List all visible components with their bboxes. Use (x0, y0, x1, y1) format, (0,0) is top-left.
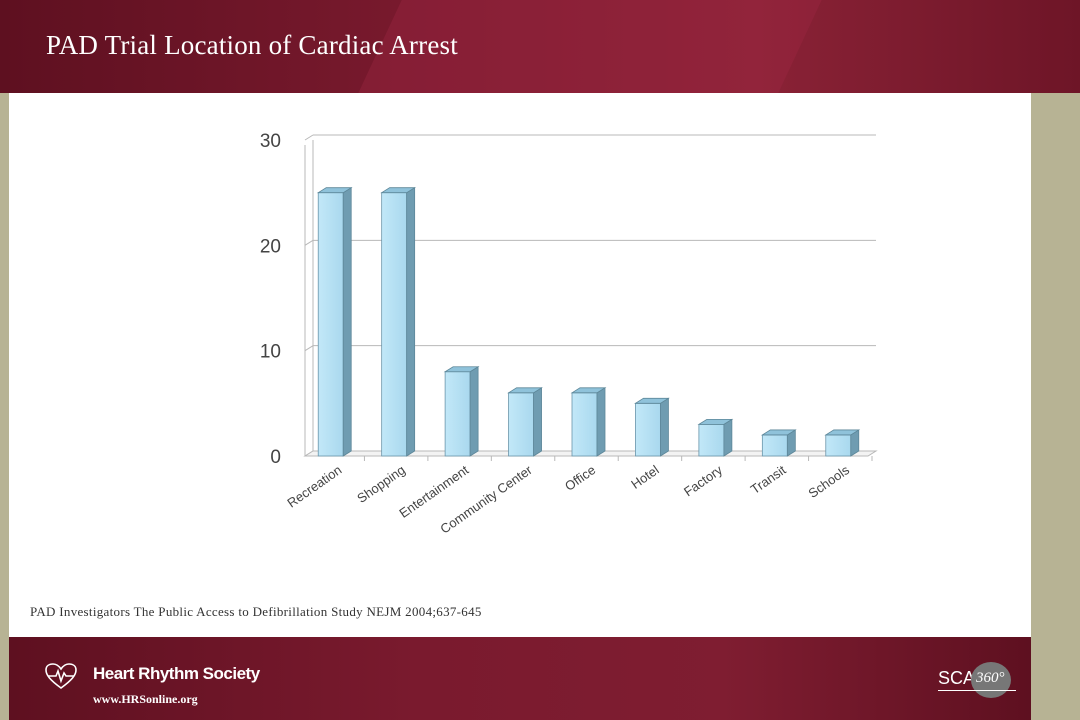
x-tick-label: Schools (806, 462, 853, 501)
x-tick-label: Hotel (628, 462, 662, 492)
bar-top (824, 429, 861, 436)
bar-top (570, 387, 607, 394)
x-tick-label: Factory (681, 462, 726, 499)
bar-transit (760, 429, 797, 457)
right-border (1031, 93, 1080, 637)
x-tick-label: Recreation (284, 462, 344, 510)
bar-top (316, 187, 353, 194)
footer-border (1031, 637, 1080, 720)
bar-side (342, 186, 352, 457)
bar-side (596, 387, 606, 457)
bar-top (634, 397, 670, 404)
heart-rhythm-logo-icon (45, 663, 77, 689)
bar-top (443, 366, 480, 373)
bar-community-center (507, 387, 543, 457)
bar-front (508, 392, 534, 457)
bar-front (317, 192, 344, 457)
sca-label: SCA (938, 668, 976, 688)
bar-front (635, 402, 661, 457)
bar-top (380, 187, 417, 194)
slide-header (0, 0, 1080, 93)
bar-side (469, 366, 479, 457)
bar-front (571, 392, 598, 457)
bar-front (825, 434, 852, 457)
sca-badge (971, 662, 1011, 698)
bar-front (761, 434, 788, 457)
y-tick-label: 30 (260, 131, 281, 152)
x-tick-label: Office (562, 462, 598, 494)
gridline-side (304, 345, 314, 352)
sca-number: 360° (976, 670, 1005, 686)
bar-side (723, 418, 733, 457)
bar-front (698, 423, 725, 457)
slide-title: PAD Trial Location of Cardiac Arrest (46, 30, 458, 60)
bar-side (406, 186, 416, 457)
bar-side (660, 397, 669, 457)
y-tick-label: 10 (260, 342, 281, 363)
slide-footer (9, 637, 1031, 720)
bar-entertainment (443, 366, 480, 457)
bar-front (444, 371, 471, 457)
y-tick-label: 20 (260, 236, 281, 257)
bar-factory (697, 418, 734, 457)
x-tick-label: Transit (748, 462, 789, 497)
x-tick-label: Shopping (354, 462, 408, 506)
gridline-side (304, 134, 314, 141)
org-url[interactable]: www.HRSonline.org (93, 692, 198, 706)
slide-content (9, 93, 1031, 637)
sca-underline (938, 690, 1016, 691)
left-border (0, 93, 9, 720)
bar-top (760, 429, 797, 436)
gridline-side (304, 239, 314, 246)
bar-top (507, 387, 543, 394)
org-name: Heart Rhythm Society (93, 664, 260, 683)
bar-recreation (316, 186, 353, 457)
bar-hotel (634, 397, 670, 457)
bar-office (570, 387, 607, 457)
bar-front (381, 192, 408, 457)
bar-side (533, 387, 542, 457)
bar-shopping (380, 186, 417, 457)
y-tick-label: 0 (270, 447, 281, 468)
bar-top (697, 418, 734, 425)
bar-schools (824, 429, 861, 457)
citation-text: PAD Investigators The Public Access to D… (30, 604, 482, 619)
